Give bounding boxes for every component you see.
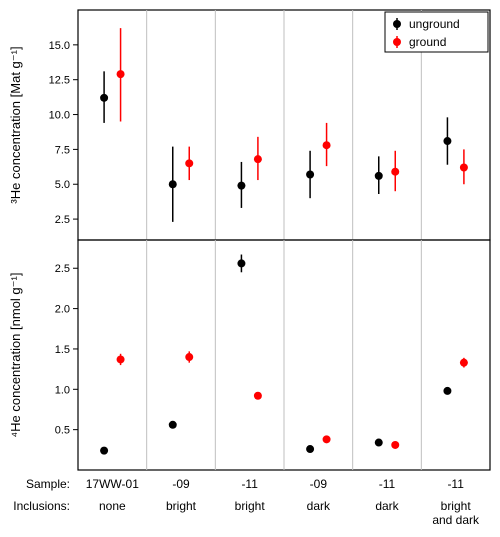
bottom-panel-marker-ground <box>117 355 125 363</box>
legend-marker-icon <box>393 38 401 46</box>
legend-label: ground <box>409 35 446 49</box>
bottom-panel-ytick-label: 1.0 <box>55 384 70 396</box>
top-panel-ylabel: ³He concentration [Mat g⁻¹] <box>8 46 23 203</box>
bottom-panel-marker-unground <box>169 421 177 429</box>
bottom-panel-ylabel: ⁴He concentration [nmol g⁻¹] <box>8 273 23 438</box>
xcat-inclusions: bright <box>166 499 197 513</box>
top-panel-marker-ground <box>117 70 125 78</box>
chart-svg: 2.5 5.0 7.5 10.0 12.5 15.0 ³He concentration [… <box>0 0 500 537</box>
top-panel-ytick-label: 10.0 <box>49 110 70 122</box>
xcat-inclusions: bright <box>235 499 266 513</box>
bottom-panel-marker-ground <box>391 441 399 449</box>
xcat-inclusions: bright <box>441 499 472 513</box>
bottom-panel-marker-ground <box>254 392 262 400</box>
xcat-inclusions: dark <box>307 499 331 513</box>
top-panel-marker-ground <box>254 155 262 163</box>
top-panel-marker-unground <box>306 170 314 178</box>
legend-label: unground <box>409 17 460 31</box>
section-label-sample: Sample: <box>26 477 70 491</box>
bottom-panel-marker-ground <box>323 435 331 443</box>
top-panel-marker-unground <box>169 180 177 188</box>
top-panel-ytick-label: 5.0 <box>55 179 70 191</box>
bottom-panel-marker-ground <box>185 353 193 361</box>
top-panel-marker-unground <box>100 94 108 102</box>
xcat-inclusions: none <box>99 499 126 513</box>
top-panel-marker-unground <box>443 137 451 145</box>
bottom-panel-marker-unground <box>443 387 451 395</box>
top-panel-marker-ground <box>323 141 331 149</box>
bottom-panel-ytick-label: 0.5 <box>55 425 70 437</box>
top-panel-ytick-label: 15.0 <box>49 40 70 52</box>
bottom-panel-marker-unground <box>306 445 314 453</box>
xcat-sample: -11 <box>241 477 258 491</box>
bottom-panel-marker-unground <box>375 439 383 447</box>
bottom-panel-marker-ground <box>460 359 468 367</box>
bottom-panel-ytick-label: 2.5 <box>55 263 70 275</box>
bottom-panel-marker-unground <box>237 259 245 267</box>
top-panel-marker-ground <box>460 164 468 172</box>
top-panel-ytick-label: 7.5 <box>55 144 70 156</box>
top-panel-marker-ground <box>391 168 399 176</box>
legend-marker-icon <box>393 20 401 28</box>
xcat-inclusions: and dark <box>432 513 480 527</box>
top-panel-marker-ground <box>185 159 193 167</box>
xcat-inclusions: dark <box>375 499 399 513</box>
xcat-sample: 17WW-01 <box>86 477 139 491</box>
top-panel-marker-unground <box>237 182 245 190</box>
top-panel-ytick-label: 2.5 <box>55 214 70 226</box>
chart-container: 2.5 5.0 7.5 10.0 12.5 15.0 ³He concentration [… <box>0 0 500 537</box>
bottom-panel-marker-unground <box>100 447 108 455</box>
xcat-sample: -09 <box>310 477 328 491</box>
xcat-sample: -11 <box>379 477 396 491</box>
xcat-sample: -11 <box>447 477 464 491</box>
xcat-sample: -09 <box>172 477 190 491</box>
top-panel-marker-unground <box>375 172 383 180</box>
bottom-panel-ytick-label: 1.5 <box>55 344 70 356</box>
section-label-inclusions: Inclusions: <box>13 499 70 513</box>
bottom-panel-ytick-label: 2.0 <box>55 304 70 316</box>
top-panel-ytick-label: 12.5 <box>49 75 70 87</box>
